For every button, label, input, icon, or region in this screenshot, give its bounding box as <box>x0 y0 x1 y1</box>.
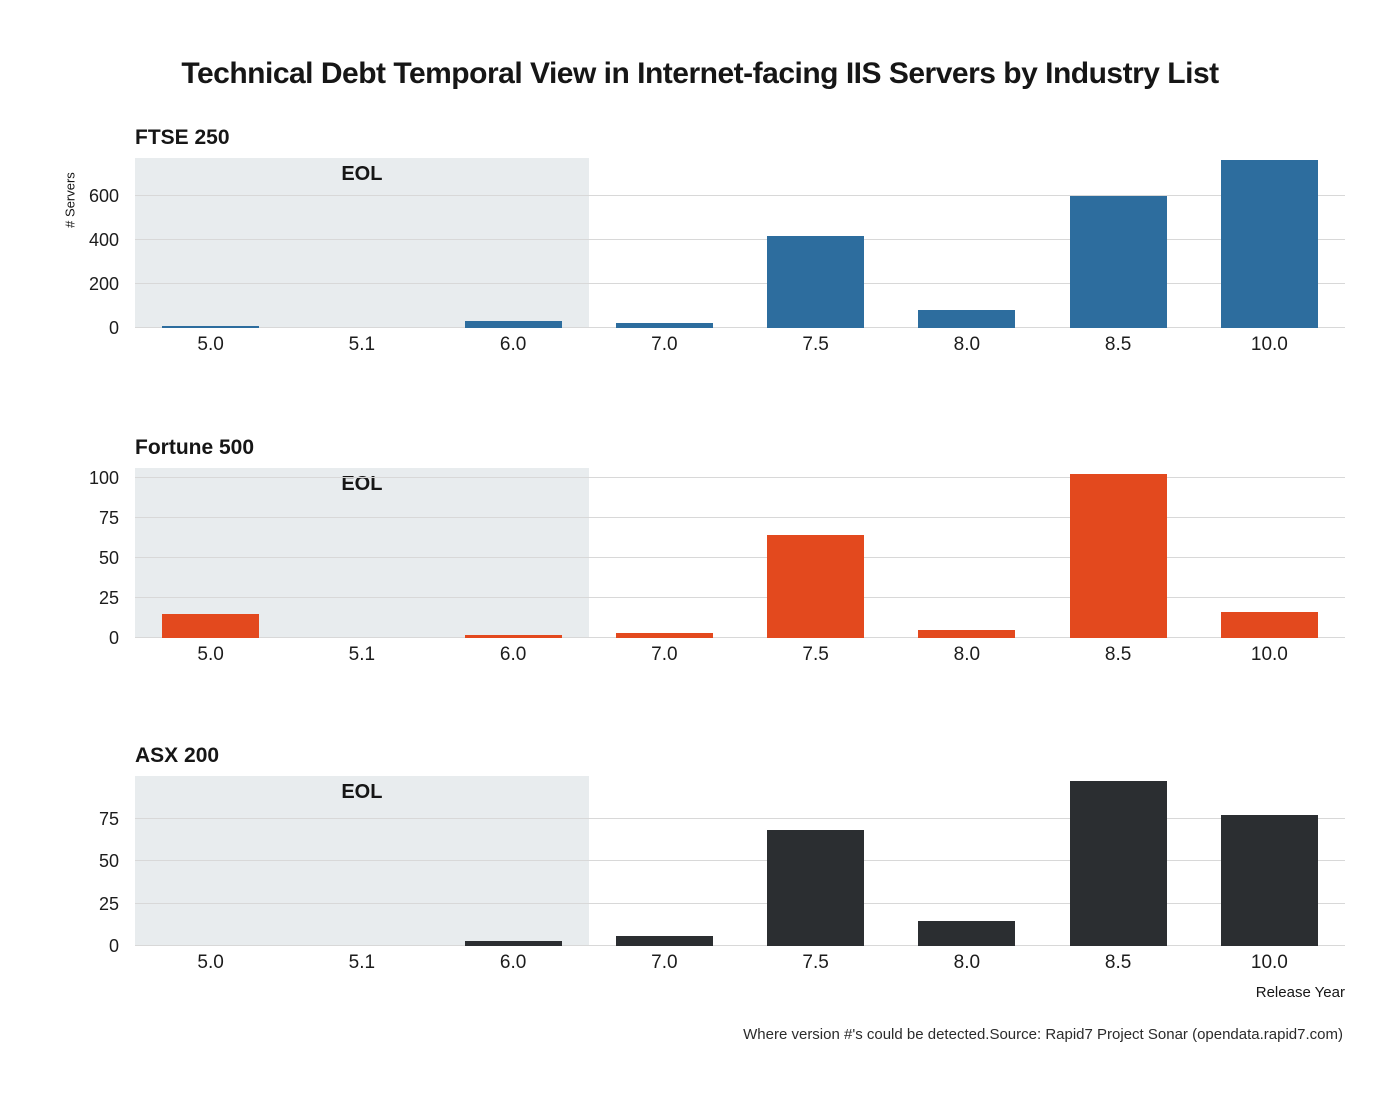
y-tick-label: 75 <box>98 808 119 829</box>
chart-panel-ftse-250: FTSE 250 0 200 400 600 EOL 5.0 5.1 6.0 7.0 7.5 8… <box>0 126 1400 371</box>
bar-7.0 <box>615 935 713 946</box>
gridline <box>135 194 1345 196</box>
x-axis-tick-labels: 5.0 5.1 6.0 7.0 7.5 8.0 8.5 10.0 <box>135 644 1345 670</box>
bar-8.0 <box>918 310 1016 328</box>
y-tick-label: 100 <box>88 467 119 488</box>
x-tick-label: 7.5 <box>802 952 829 973</box>
x-tick-label: 8.5 <box>1104 644 1132 665</box>
y-tick-label: 600 <box>88 185 119 206</box>
bar-8.5 <box>1069 781 1167 946</box>
gridline <box>135 902 1345 904</box>
chart-panel-asx-200: ASX 200 0 25 50 75 EOL 5.0 5.1 6.0 7.0 7.5 8.0 8.… <box>0 744 1400 989</box>
x-tick-label: 7.5 <box>802 334 829 355</box>
bar-6.0 <box>464 940 562 946</box>
x-tick-label: 7.0 <box>651 334 678 355</box>
eol-label: EOL <box>341 163 383 185</box>
chart-title: Technical Debt Temporal View in Internet… <box>181 57 1219 90</box>
bar-7.0 <box>615 633 713 638</box>
x-axis-tick-labels: 5.0 5.1 6.0 7.0 7.5 8.0 8.5 10.0 <box>135 952 1345 978</box>
y-tick-label: 200 <box>88 273 119 294</box>
x-tick-label: 10.0 <box>1250 952 1288 973</box>
gridline <box>135 282 1345 284</box>
bar-5.0 <box>162 613 260 638</box>
x-tick-label: 8.0 <box>953 952 981 973</box>
eol-label: EOL <box>341 473 383 495</box>
source-caption: Where version #'s could be detected.Sour… <box>743 1026 1343 1043</box>
x-axis-title: Release Year <box>1255 984 1345 1001</box>
bar-10.0 <box>1220 160 1318 328</box>
panel-title: ASX 200 <box>135 744 220 767</box>
x-tick-label: 6.0 <box>499 952 527 973</box>
bar-5.0 <box>162 325 260 328</box>
x-tick-label: 8.5 <box>1104 334 1132 355</box>
y-axis-tick-labels: 0 200 400 600 <box>0 158 127 338</box>
plot-area: EOL <box>135 468 1345 638</box>
eol-region <box>135 158 589 328</box>
panel-title: Fortune 500 <box>135 436 255 459</box>
bar-8.5 <box>1069 474 1167 638</box>
x-tick-label: 7.0 <box>651 952 678 973</box>
bar-7.5 <box>767 236 865 328</box>
eol-region <box>135 468 589 638</box>
x-tick-label: 5.0 <box>197 334 224 355</box>
x-tick-label: 5.1 <box>348 334 376 355</box>
y-tick-label: 0 <box>108 628 119 648</box>
gridline <box>135 637 1345 638</box>
x-axis-tick-labels: 5.0 5.1 6.0 7.0 7.5 8.0 8.5 10.0 <box>135 334 1345 360</box>
gridline <box>135 556 1345 558</box>
x-tick-label: 10.0 <box>1250 334 1288 355</box>
y-tick-label: 75 <box>98 507 119 528</box>
x-tick-label: 5.0 <box>197 952 224 973</box>
y-axis-tick-labels: 0 25 50 75 <box>0 776 127 957</box>
bar-6.0 <box>464 634 562 638</box>
bar-10.0 <box>1220 815 1318 946</box>
x-tick-label: 10.0 <box>1250 644 1288 665</box>
x-tick-label: 5.0 <box>197 644 224 665</box>
x-tick-label: 5.1 <box>348 952 376 973</box>
bar-8.5 <box>1069 195 1167 328</box>
y-tick-label: 400 <box>88 229 119 250</box>
gridline <box>135 327 1345 328</box>
x-tick-label: 8.5 <box>1104 952 1132 973</box>
y-tick-label: 50 <box>98 851 119 871</box>
y-tick-label: 50 <box>98 547 119 568</box>
bar-6.0 <box>464 321 562 328</box>
eol-region <box>135 776 589 946</box>
y-axis-tick-labels: 0 25 50 75 100 <box>0 467 127 648</box>
y-tick-label: 0 <box>108 936 119 956</box>
y-tick-label: 0 <box>108 318 119 338</box>
gridline <box>135 860 1345 861</box>
bar-7.5 <box>767 535 865 638</box>
gridline <box>135 516 1345 518</box>
y-tick-label: 25 <box>98 587 119 608</box>
y-tick-label: 25 <box>98 893 119 914</box>
gridline <box>135 817 1345 819</box>
x-tick-label: 6.0 <box>499 644 527 665</box>
bar-8.0 <box>918 920 1016 946</box>
x-tick-label: 7.5 <box>802 644 829 665</box>
plot-area: EOL <box>135 158 1345 328</box>
chart-panel-fortune-500: Fortune 500 0 25 50 75 100 EOL 5.0 5.1 6.0 7.0 7… <box>0 436 1400 681</box>
bar-7.0 <box>615 323 713 328</box>
plot-area: EOL <box>135 776 1345 946</box>
bar-8.0 <box>918 629 1016 638</box>
x-tick-label: 7.0 <box>651 644 678 665</box>
gridline <box>135 945 1345 946</box>
bar-7.5 <box>767 830 865 946</box>
x-tick-label: 5.1 <box>348 644 376 665</box>
eol-label: EOL <box>341 781 383 803</box>
x-tick-label: 8.0 <box>953 644 981 665</box>
gridline <box>135 238 1345 240</box>
x-tick-label: 6.0 <box>499 334 527 355</box>
x-tick-label: 8.0 <box>953 334 981 355</box>
gridline <box>135 596 1345 598</box>
gridline <box>135 476 1345 478</box>
panel-title: FTSE 250 <box>135 126 230 149</box>
bar-10.0 <box>1220 612 1318 638</box>
